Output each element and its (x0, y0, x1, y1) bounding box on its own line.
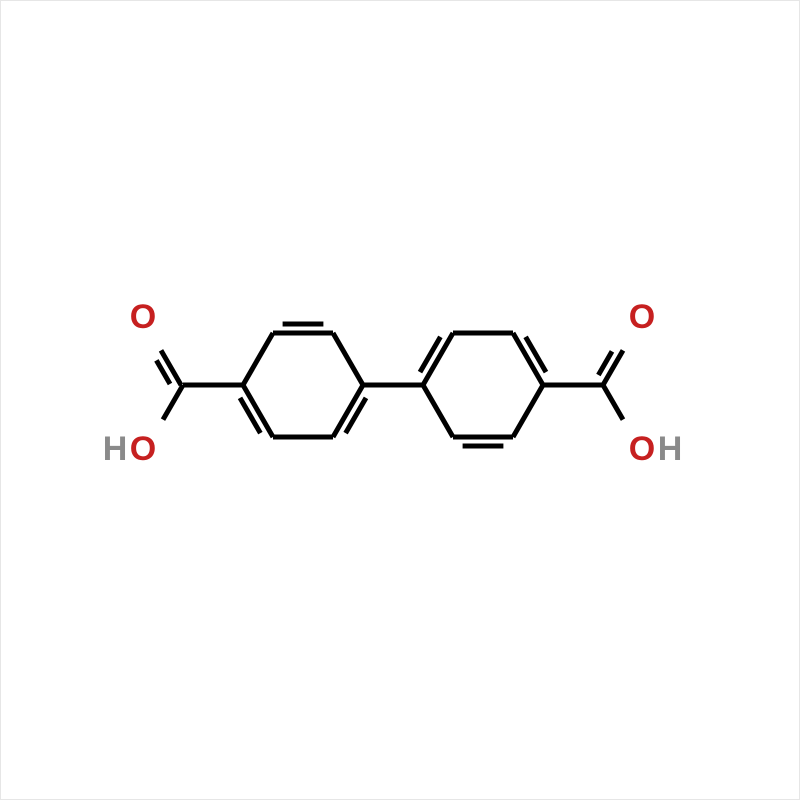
atom-label-ho1-h: H (103, 430, 128, 468)
atom-label-ho1-o: O (130, 430, 156, 468)
bonds-group (156, 324, 623, 446)
atom-label-o2: O (629, 298, 655, 336)
atom-label-oh2-h: H (658, 430, 683, 468)
bond-line (346, 398, 366, 433)
bond-line (161, 350, 181, 385)
bond-line (243, 333, 273, 385)
molecule-svg: OHOOOH (1, 1, 800, 801)
atom-label-oh2-o: O (629, 430, 655, 468)
bond-line (603, 350, 623, 385)
bond-line (513, 385, 543, 437)
bond-line (163, 385, 183, 420)
bond-line (333, 333, 363, 385)
bond-line (420, 337, 440, 372)
bond-line (603, 385, 623, 420)
bond-line (423, 385, 453, 437)
atom-label-o1: O (130, 298, 156, 336)
bond-line (526, 337, 546, 372)
bond-line (240, 398, 260, 433)
chemical-structure-frame: OHOOOH (0, 0, 800, 800)
